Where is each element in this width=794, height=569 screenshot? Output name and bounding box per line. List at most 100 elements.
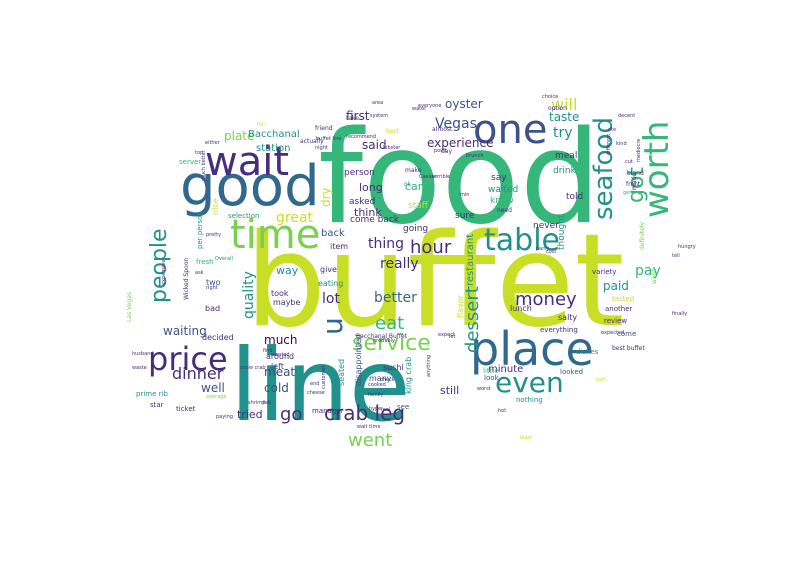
word-look: look bbox=[484, 374, 500, 382]
word-star: star bbox=[150, 401, 164, 409]
word-half: half bbox=[596, 377, 606, 383]
word-maybe: maybe bbox=[273, 298, 301, 307]
word-quality: quality bbox=[241, 271, 257, 319]
word-decent: decent bbox=[618, 113, 635, 119]
word-worst: worst bbox=[477, 386, 491, 392]
word-friend: friend bbox=[315, 125, 333, 132]
word-food: food bbox=[318, 104, 601, 253]
word-give: give bbox=[320, 265, 337, 274]
word-cheese: cheese bbox=[307, 390, 325, 396]
word-everyone: everyone bbox=[418, 103, 441, 109]
word-vegas: Vegas bbox=[435, 116, 477, 132]
word-come-back: come back bbox=[350, 215, 400, 225]
word-table: table bbox=[484, 223, 560, 258]
word-getting: getting bbox=[623, 190, 641, 196]
word-ok: ok bbox=[404, 181, 412, 188]
word-bacchanal-buffet: Bacchanal Buffet bbox=[356, 333, 408, 340]
word-sure: sure bbox=[455, 211, 475, 221]
word-waited: waited bbox=[488, 185, 518, 195]
word-long: long bbox=[359, 181, 383, 194]
word-bacchanal: Bacchanal bbox=[248, 129, 300, 140]
word-overall: Overall bbox=[215, 256, 233, 262]
word-finally: finally bbox=[672, 311, 687, 317]
word-first: first bbox=[346, 109, 370, 123]
word-felt: felt bbox=[263, 400, 271, 406]
word-really: really bbox=[380, 256, 419, 272]
word-min: min bbox=[460, 192, 469, 198]
word-prime-rib: prime rib bbox=[136, 390, 168, 398]
word-selection: selection bbox=[228, 212, 259, 220]
word-took: took bbox=[271, 289, 289, 298]
word-sushi: sushi bbox=[383, 363, 404, 372]
word-eat: eat bbox=[375, 313, 404, 334]
word-still: still bbox=[440, 384, 459, 397]
word-hour: hour bbox=[410, 237, 452, 258]
word-come: come bbox=[617, 330, 636, 338]
word-manager: manager bbox=[312, 407, 344, 415]
word-ask: ask bbox=[195, 270, 204, 276]
word-average: average bbox=[206, 394, 226, 400]
word-crab-leg: crab leg bbox=[324, 401, 405, 425]
word-server: server bbox=[179, 158, 201, 166]
word-much: much bbox=[264, 333, 298, 347]
word-dishes: dishes bbox=[576, 348, 599, 356]
word-expected: expected bbox=[601, 330, 624, 336]
word-great: great bbox=[276, 210, 314, 226]
word-take: take bbox=[346, 115, 359, 122]
word-eating: eating bbox=[318, 279, 343, 288]
word-mediocre: mediocre bbox=[636, 139, 642, 162]
word-went: went bbox=[348, 430, 392, 451]
word-cloud-words: buffetfoodlinegoodwaitonetimeplacetablep… bbox=[126, 94, 696, 451]
word-snow-crab: snow crab bbox=[240, 365, 266, 371]
word-wanted: wanted bbox=[271, 352, 290, 358]
word-person: person bbox=[344, 168, 375, 178]
word-choice: choice bbox=[542, 94, 558, 100]
word-decided: decided bbox=[202, 333, 234, 342]
word-people: people bbox=[147, 228, 172, 303]
word-little: little bbox=[483, 367, 499, 375]
word-came: came bbox=[405, 180, 436, 193]
word-wait-time: wait time bbox=[357, 424, 380, 430]
word-caesar: Caesar bbox=[419, 174, 437, 180]
word-drink: drink bbox=[553, 166, 577, 176]
word-fresh: fresh bbox=[196, 258, 214, 266]
word-will: will bbox=[551, 95, 577, 114]
word-feel: feel bbox=[381, 407, 390, 413]
word-thing: thing bbox=[368, 236, 404, 252]
word-around: around bbox=[266, 352, 294, 361]
word-two: two bbox=[206, 278, 221, 287]
word-told: told bbox=[566, 192, 583, 202]
word-front: front bbox=[626, 181, 641, 188]
word-buffet: buffet bbox=[245, 207, 625, 356]
word-different: different bbox=[606, 134, 612, 155]
word-thought: thought bbox=[557, 214, 567, 250]
word-bad: bad bbox=[205, 304, 220, 313]
word-day: day bbox=[441, 148, 452, 155]
word-shrimp: shrimp bbox=[248, 400, 265, 406]
word-hot: hot bbox=[498, 408, 506, 414]
word-station: station bbox=[256, 143, 290, 154]
word-want: want bbox=[651, 269, 658, 284]
word-option: option bbox=[548, 105, 567, 112]
word-full: full bbox=[257, 122, 265, 128]
word-dry: dry bbox=[319, 187, 333, 207]
word-check: check bbox=[380, 377, 395, 383]
word-worth: worth bbox=[637, 121, 677, 218]
word-variety: variety bbox=[592, 268, 616, 276]
word-staff: staff bbox=[408, 201, 429, 211]
word-nothing: nothing bbox=[516, 396, 543, 404]
word-point: point bbox=[434, 148, 447, 154]
word-buffet-line: buffet line bbox=[316, 136, 341, 142]
word-nice: nice bbox=[211, 198, 220, 215]
word-many: many bbox=[369, 374, 392, 383]
word-money: money bbox=[515, 289, 577, 310]
word-kind: kind bbox=[616, 141, 627, 147]
word-back: back bbox=[321, 228, 345, 239]
word-definitely: definitely bbox=[639, 222, 646, 250]
word-hype: hype bbox=[369, 406, 381, 412]
word-think: think bbox=[354, 206, 382, 219]
word-tasted: tasted bbox=[612, 295, 634, 303]
word-best: best bbox=[386, 128, 400, 135]
word-pretty: pretty bbox=[206, 232, 221, 238]
